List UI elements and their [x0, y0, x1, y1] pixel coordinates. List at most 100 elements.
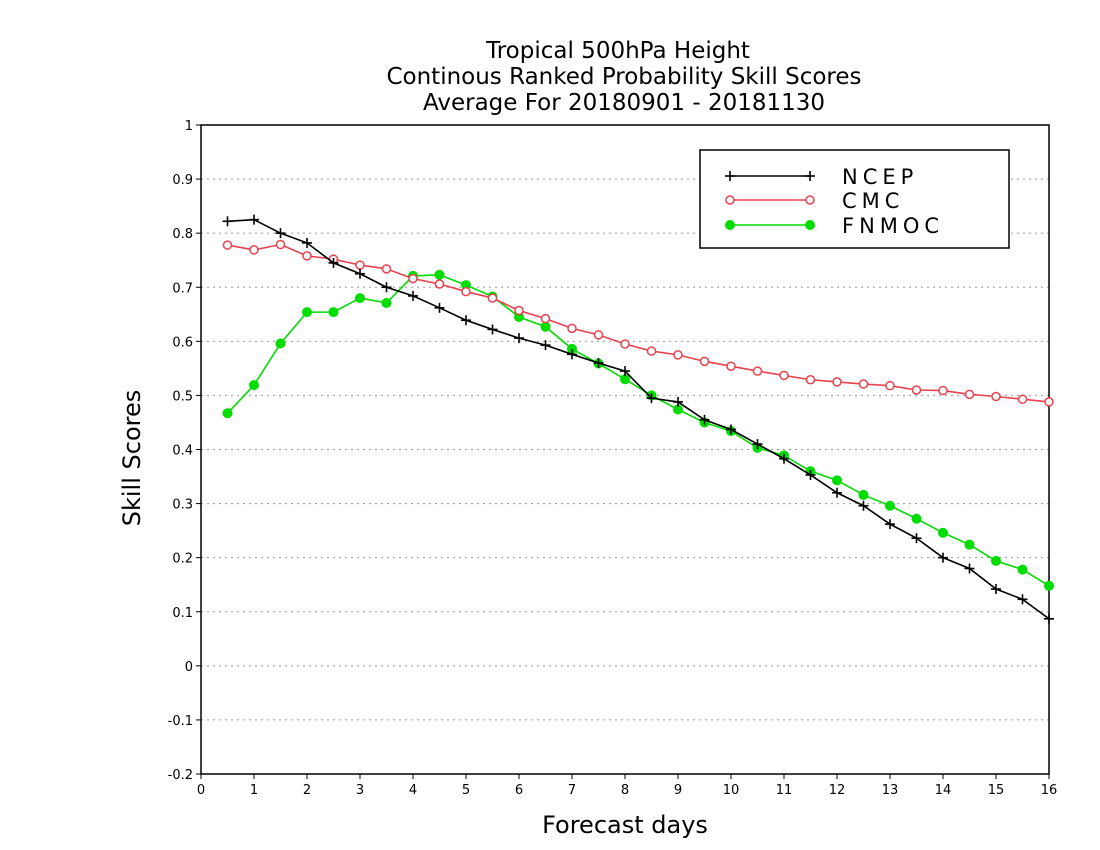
y-tick-label: 0.4 [172, 444, 193, 459]
cmc-point [991, 391, 1001, 402]
legend-marker-cmc [725, 195, 735, 205]
cmc-point [938, 385, 948, 396]
cmc-series [222, 239, 1054, 407]
legend-marker-ncep [805, 171, 815, 181]
ncep-point [673, 396, 683, 407]
fnmoc-point [328, 307, 339, 318]
cmc-line [227, 243, 1050, 403]
ncep-point [832, 487, 842, 498]
cmc-point [540, 313, 551, 324]
ncep-point [620, 366, 630, 377]
fnmoc-point [355, 293, 365, 304]
x-tick-label: 13 [882, 783, 899, 798]
cmc-point [699, 356, 710, 367]
y-tick-label: 0 [185, 660, 193, 675]
cmc-point [355, 260, 365, 270]
fnmoc-point [858, 489, 869, 500]
ncep-point [328, 257, 339, 268]
ncep-point [593, 357, 604, 368]
cmc-point [964, 389, 975, 400]
grid-lines [201, 178, 1049, 721]
x-tick-label: 12 [829, 783, 846, 798]
cmc-point [1017, 394, 1028, 404]
legend-item-cmc: CMC [725, 189, 899, 213]
ncep-point [938, 552, 948, 563]
fnmoc-point [911, 513, 922, 524]
ncep-point [567, 349, 577, 360]
cmc-point [434, 279, 445, 289]
ncep-point [911, 533, 922, 544]
ncep-series [222, 214, 1054, 624]
x-tick-label: 9 [674, 783, 682, 798]
fnmoc-point [222, 408, 233, 419]
y-tick-label: 0.9 [172, 173, 193, 188]
x-tick-label: 11 [776, 783, 793, 798]
ncep-point [885, 519, 895, 530]
y-tick-label: 0.1 [172, 606, 193, 621]
ncep-point [726, 424, 736, 435]
cmc-point [408, 273, 418, 284]
legend-label-fnmoc: FNMOC [842, 214, 944, 238]
ncep-point [302, 237, 312, 248]
ncep-point [964, 563, 975, 574]
cmc-point [249, 245, 259, 255]
legend-label-ncep: NCEP [842, 165, 918, 189]
ncep-point [699, 414, 710, 425]
ncep-point [275, 228, 286, 239]
cmc-point [593, 330, 604, 340]
cmc-point [381, 264, 392, 274]
cmc-point [222, 240, 233, 250]
x-tick-label: 7 [568, 783, 576, 798]
y-tick-label: 1 [185, 119, 193, 134]
fnmoc-point [885, 500, 895, 511]
fnmoc-point [1044, 580, 1054, 591]
cmc-point [779, 370, 789, 381]
cmc-point [646, 346, 657, 356]
cmc-point [726, 361, 736, 371]
ncep-point [1044, 613, 1054, 624]
cmc-point [805, 374, 816, 385]
x-tick-label: 2 [303, 783, 311, 798]
x-tick-label: 8 [621, 783, 629, 798]
cmc-point [487, 293, 498, 303]
legend-box [699, 149, 1010, 249]
fnmoc-point [832, 475, 842, 486]
legend-marker-fnmoc [805, 220, 815, 230]
ncep-point [752, 439, 763, 450]
fnmoc-line [226, 274, 1050, 587]
ncep-point [991, 584, 1001, 595]
x-tick-label: 3 [356, 783, 364, 798]
x-tick-label: 1 [250, 783, 258, 798]
cmc-point [275, 239, 286, 250]
fnmoc-point [1017, 564, 1028, 575]
legend-marker-ncep [725, 171, 735, 181]
fnmoc-point [434, 269, 445, 280]
y-axis: -0.2 -0.1 0 0.1 0.2 0.3 0.4 0.5 0.6 0.7 0.8 0.9 1 [168, 119, 201, 783]
x-axis-label: Forecast days [542, 811, 708, 839]
fnmoc-point [991, 555, 1001, 566]
legend-item-fnmoc: FNMOC [725, 214, 944, 238]
fnmoc-point [249, 380, 259, 391]
fnmoc-point [540, 321, 551, 332]
fnmoc-series [222, 269, 1054, 591]
legend-item-ncep: NCEP [725, 165, 918, 189]
cmc-point [885, 380, 895, 391]
cmc-point [514, 305, 524, 316]
title-line-1: Tropical 500hPa Height [485, 38, 750, 64]
ncep-point [222, 216, 233, 227]
chart-title: Tropical 500hPa Height Continous Ranked … [386, 38, 861, 116]
x-tick-label: 0 [197, 783, 205, 798]
x-tick-label: 5 [462, 783, 470, 798]
ncep-point [249, 214, 259, 225]
cmc-point [567, 323, 577, 334]
cmc-point [832, 377, 842, 387]
fnmoc-point [302, 307, 312, 318]
ncep-point [408, 290, 418, 301]
y-tick-label: 0.5 [172, 389, 193, 404]
ncep-point [355, 268, 365, 279]
cmc-point [752, 366, 763, 376]
ncep-point [540, 340, 551, 351]
x-axis: 0 1 2 3 4 5 6 7 8 9 10 11 12 13 14 15 16 [197, 774, 1057, 798]
fnmoc-point [964, 539, 975, 550]
